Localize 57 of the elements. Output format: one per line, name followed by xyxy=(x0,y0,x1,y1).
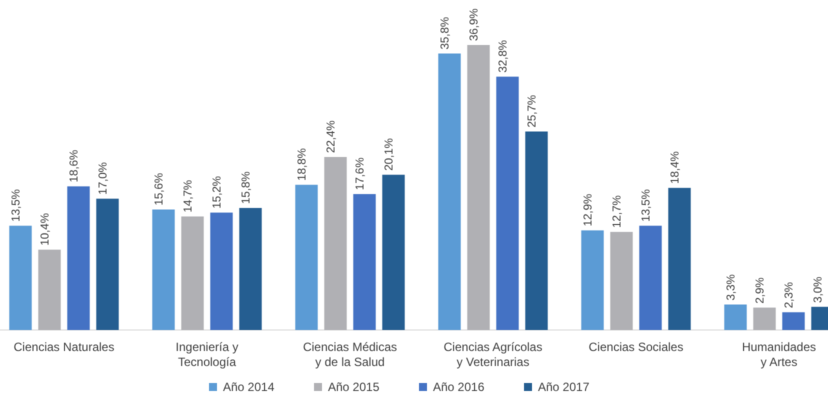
x-tick-label: Ciencias Médicas y de la Salud xyxy=(302,340,398,369)
data-label: 22,4% xyxy=(326,120,338,153)
data-label: 17,0% xyxy=(98,162,110,195)
bar xyxy=(467,45,490,330)
bar xyxy=(581,230,604,330)
bar xyxy=(181,216,204,330)
bar xyxy=(239,208,262,330)
x-tick-label: Ingeniería y Tecnología xyxy=(176,340,238,369)
data-label: 15,2% xyxy=(212,176,224,209)
data-label: 13,5% xyxy=(10,189,23,222)
legend-label: Año 2015 xyxy=(328,380,380,394)
data-label: 36,9% xyxy=(468,8,481,41)
bar xyxy=(353,194,376,330)
bar xyxy=(525,132,548,330)
legend-label: Año 2014 xyxy=(223,380,275,394)
bar xyxy=(382,174,405,330)
legend-label: Año 2016 xyxy=(433,380,485,394)
data-label: 20,1% xyxy=(384,138,396,171)
data-label: 18,8% xyxy=(296,148,309,181)
bar xyxy=(724,304,747,330)
data-label: 12,7% xyxy=(612,195,624,228)
bar xyxy=(38,250,61,330)
data-label: 15,8% xyxy=(240,171,253,204)
data-label: 32,8% xyxy=(498,40,510,73)
x-tick-label: Ciencias Naturales xyxy=(14,340,114,354)
data-label: 3,0% xyxy=(812,276,825,303)
data-label: 2,9% xyxy=(754,277,767,304)
bar xyxy=(152,210,175,330)
bar xyxy=(610,232,633,330)
data-label: 14,7% xyxy=(182,180,195,212)
bar xyxy=(782,312,805,330)
bar xyxy=(668,188,691,330)
x-tick-label: Humanidades y Artes xyxy=(742,340,816,369)
bar xyxy=(210,212,233,330)
x-tick-label: Ciencias Sociales xyxy=(588,340,684,354)
bar xyxy=(295,184,318,330)
data-label: 18,6% xyxy=(68,150,81,182)
data-label: 17,6% xyxy=(354,157,367,190)
data-label: 25,7% xyxy=(526,94,539,128)
bar xyxy=(9,226,32,330)
data-label: 3,3% xyxy=(726,274,738,301)
bar xyxy=(96,198,119,330)
bar xyxy=(324,156,347,330)
data-label: 12,9% xyxy=(582,194,595,226)
data-label: 2,3% xyxy=(784,282,796,308)
bar xyxy=(438,53,461,330)
bar xyxy=(67,186,90,330)
bar xyxy=(639,226,662,330)
x-tick-label: Ciencias Agrícolas y Veterinarias xyxy=(444,340,542,369)
bar xyxy=(496,76,519,330)
data-label: 18,4% xyxy=(670,151,682,184)
data-label: 10,4% xyxy=(40,213,52,246)
data-label: 13,5% xyxy=(640,189,653,222)
bar xyxy=(753,308,776,330)
legend-label: Año 2017 xyxy=(538,380,590,394)
data-label: 15,6% xyxy=(154,172,166,206)
data-label: 35,8% xyxy=(440,16,452,50)
